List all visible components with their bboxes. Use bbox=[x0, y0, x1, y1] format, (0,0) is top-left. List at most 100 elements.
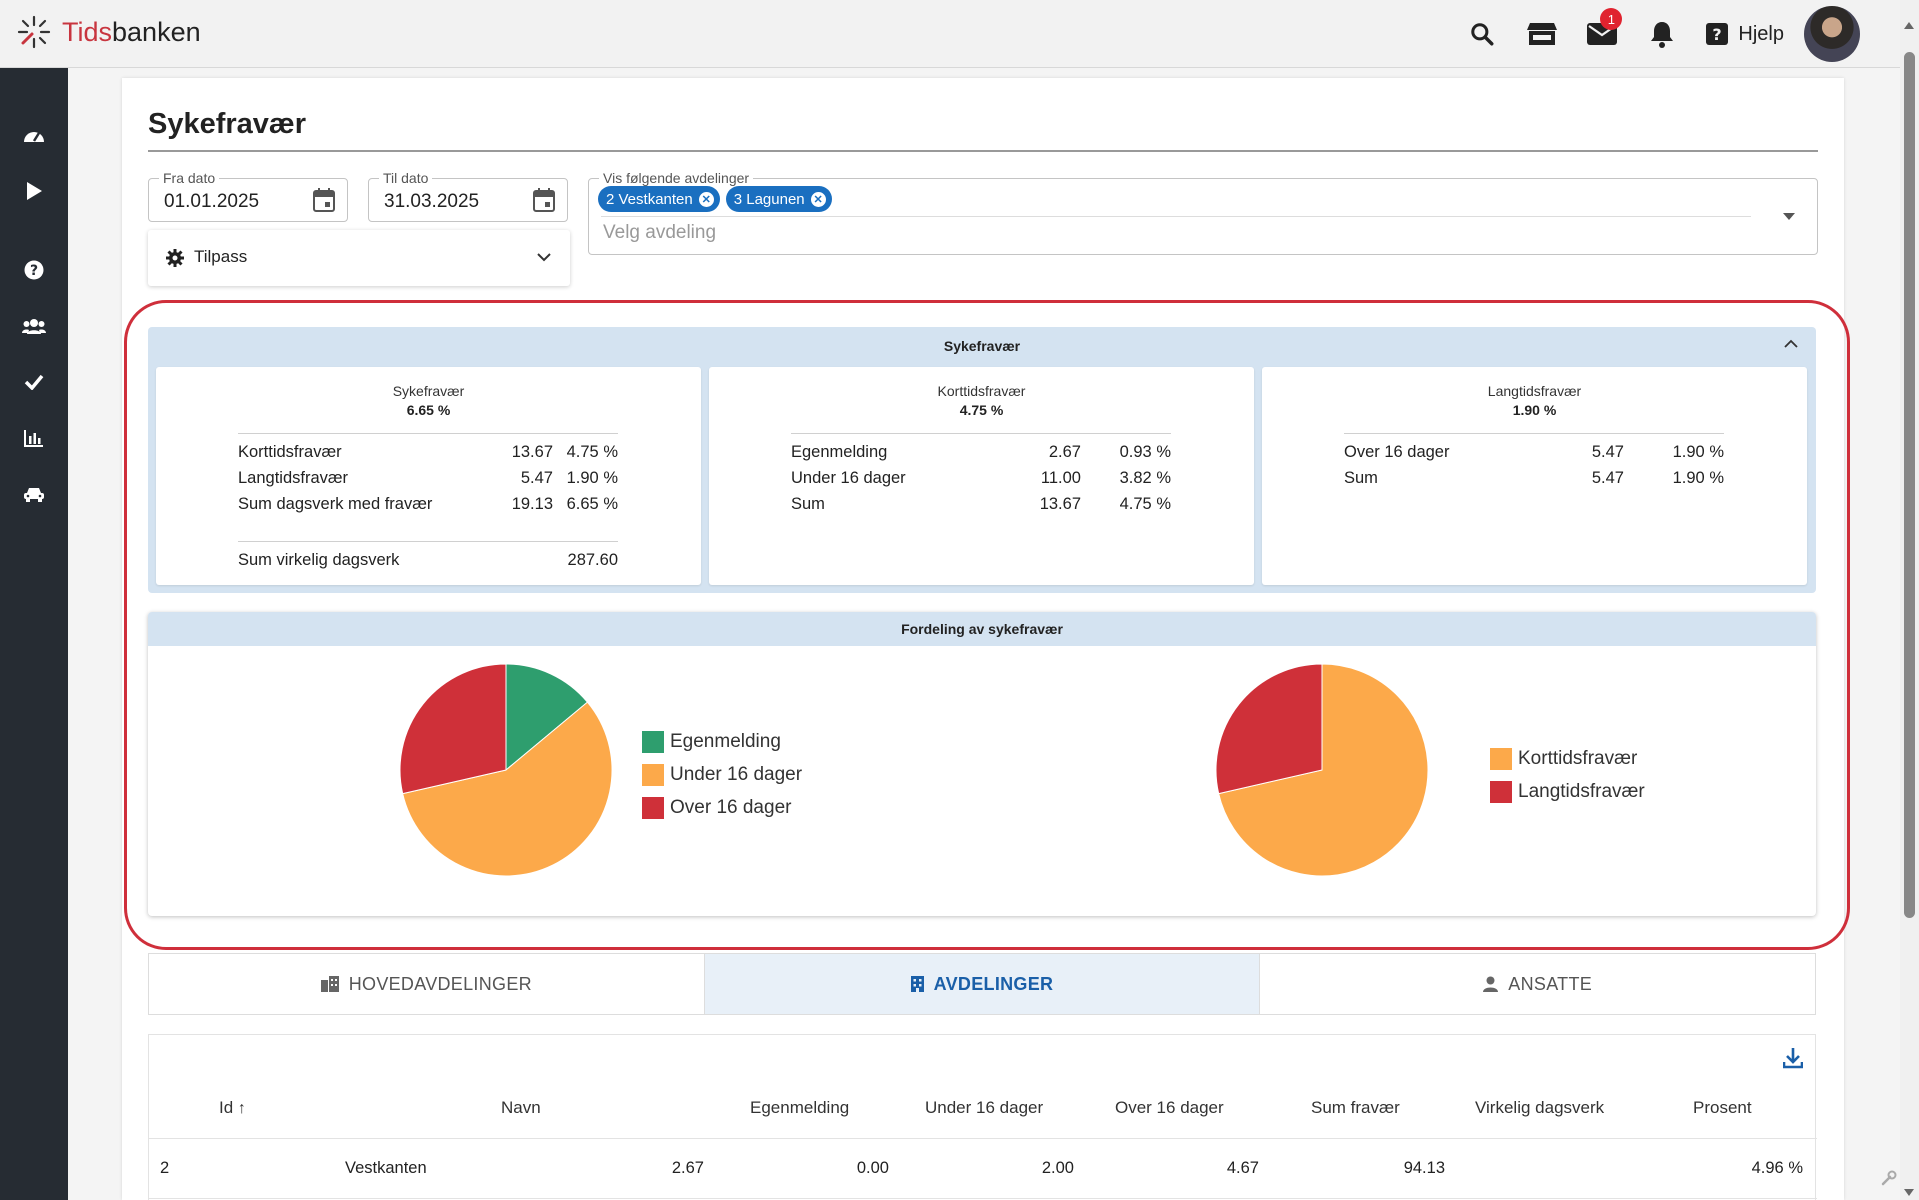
help-circle-icon[interactable]: ? bbox=[0, 245, 68, 295]
stat-row: Sum 13.67 4.75 % bbox=[791, 491, 1171, 517]
help-icon: ? bbox=[1706, 23, 1729, 45]
avatar[interactable] bbox=[1804, 6, 1860, 62]
avdeling-input[interactable]: Velg avdeling bbox=[603, 222, 717, 243]
calendar-icon[interactable] bbox=[313, 188, 335, 212]
stat-row: Over 16 dager 5.47 1.90 % bbox=[1344, 439, 1724, 465]
scroll-up-icon[interactable] bbox=[1904, 22, 1914, 29]
pie-chart-total bbox=[1215, 663, 1429, 877]
calendar-icon[interactable] bbox=[533, 188, 555, 212]
tab-hovedavdelinger[interactable]: HOVEDAVDELINGER bbox=[149, 954, 705, 1014]
stat-row: Langtidsfravær 5.47 1.90 % bbox=[238, 465, 618, 491]
row-value: 19.13 bbox=[511, 495, 553, 513]
tilpass-dropdown[interactable]: Tilpass bbox=[148, 230, 570, 286]
stat-card-sykefravaer: Sykefravær 6.65 % Korttidsfravær 13.67 4.7… bbox=[156, 367, 701, 585]
bell-icon[interactable] bbox=[1632, 8, 1692, 60]
page-title: Sykefravær bbox=[148, 108, 306, 140]
tilpass-label: Tilpass bbox=[194, 247, 248, 266]
row-value: 5.47 bbox=[1591, 469, 1624, 487]
avdeling-chip[interactable]: 3 Lagunen ✕ bbox=[725, 186, 832, 212]
legend-item[interactable]: Under 16 dager bbox=[642, 758, 802, 791]
dashboard-icon[interactable] bbox=[0, 110, 68, 160]
til-dato-field[interactable]: Til dato 31.03.2025 bbox=[368, 170, 568, 222]
avdeling-chip[interactable]: 2 Vestkanten ✕ bbox=[598, 186, 720, 212]
tab-avdelinger[interactable]: AVDELINGER bbox=[704, 954, 1261, 1014]
row-percent: 0.93 % bbox=[1119, 443, 1171, 461]
store-icon[interactable] bbox=[1512, 8, 1572, 60]
person-icon bbox=[1483, 976, 1499, 992]
car-icon[interactable] bbox=[0, 469, 68, 519]
column-header-egenmelding[interactable]: Egenmelding bbox=[750, 1098, 850, 1117]
legend-swatch bbox=[642, 763, 664, 786]
column-header-under-16[interactable]: Under 16 dager bbox=[925, 1098, 1044, 1117]
tab-ansatte[interactable]: ANSATTE bbox=[1260, 954, 1815, 1014]
users-icon[interactable] bbox=[0, 301, 68, 351]
column-header-sum-fravaer[interactable]: Sum fravær bbox=[1311, 1098, 1400, 1117]
pie-slice[interactable] bbox=[399, 663, 507, 795]
pie-legend: Egenmelding Under 16 dager Over 16 dager bbox=[642, 725, 802, 824]
row-value: 5.47 bbox=[520, 469, 553, 487]
scroll-down-icon[interactable] bbox=[1904, 1189, 1914, 1196]
row-percent: 3.82 % bbox=[1119, 469, 1171, 487]
pie-chart-korttid bbox=[399, 663, 613, 877]
search-icon[interactable] bbox=[1452, 8, 1512, 60]
stat-footer-row: Sum virkelig dagsverk 287.60 bbox=[238, 547, 618, 573]
fra-dato-value: 01.01.2025 bbox=[164, 191, 260, 212]
til-dato-value: 31.03.2025 bbox=[384, 191, 480, 212]
view-tabs: HOVEDAVDELINGER AVDELINGER ANSATTE bbox=[148, 953, 1816, 1015]
cell-id: 2 bbox=[160, 1159, 170, 1177]
pie-slice[interactable] bbox=[402, 701, 613, 877]
stat-card-langtidsfravaer: Langtidsfravær 1.90 % Over 16 dager 5.47 1… bbox=[1262, 367, 1807, 585]
chevron-up-icon[interactable] bbox=[1784, 339, 1798, 348]
caret-down-icon[interactable] bbox=[1783, 213, 1795, 220]
tab-label: HOVEDAVDELINGER bbox=[348, 973, 532, 994]
til-dato-label: Til dato bbox=[379, 170, 433, 186]
pie-slice[interactable] bbox=[505, 663, 589, 772]
row-label: Under 16 dager bbox=[791, 469, 906, 487]
avdeling-select[interactable]: Vis følgende avdelinger 2 Vestkanten ✕ 3 … bbox=[588, 170, 1818, 255]
mail-badge: 1 bbox=[1600, 8, 1623, 30]
column-header-id[interactable]: Id ↑ bbox=[219, 1098, 246, 1118]
fordeling-title: Fordeling av sykefravær bbox=[148, 612, 1816, 646]
stat-card-title: Korttidsfravær bbox=[937, 383, 1026, 399]
row-label: Langtidsfravær bbox=[238, 469, 349, 487]
row-value: 287.60 bbox=[567, 551, 618, 569]
svg-text:?: ? bbox=[30, 263, 38, 279]
help-label: Hjelp bbox=[1738, 22, 1784, 45]
legend-item[interactable]: Over 16 dager bbox=[642, 791, 802, 824]
stat-row: Sum 5.47 1.90 % bbox=[1344, 465, 1724, 491]
legend-item[interactable]: Langtidsfravær bbox=[1490, 775, 1645, 808]
logo[interactable]: Tidsbanken bbox=[16, 14, 201, 50]
legend-swatch bbox=[1490, 780, 1512, 803]
check-icon[interactable] bbox=[0, 357, 68, 407]
chip-remove-icon[interactable]: ✕ bbox=[810, 191, 826, 207]
pie-legend: Korttidsfravær Langtidsfravær bbox=[1490, 742, 1645, 808]
pie-slice[interactable] bbox=[1215, 663, 1323, 795]
row-label: Korttidsfravær bbox=[238, 443, 342, 461]
row-value: 11.00 bbox=[1040, 469, 1081, 487]
pie-slice[interactable] bbox=[1218, 663, 1429, 877]
panel-title: Sykefravær bbox=[943, 338, 1021, 354]
stat-row: Korttidsfravær 13.67 4.75 % bbox=[238, 439, 618, 465]
chip-remove-icon[interactable]: ✕ bbox=[698, 191, 714, 207]
help-link[interactable]: ? Hjelp bbox=[1706, 23, 1784, 46]
sort-ascending-icon: ↑ bbox=[237, 1100, 246, 1117]
column-header-prosent[interactable]: Prosent bbox=[1693, 1098, 1752, 1117]
cell-navn: Vestkanten bbox=[345, 1159, 427, 1177]
chip-label: 2 Vestkanten bbox=[606, 190, 693, 208]
logo-suffix: banken bbox=[112, 16, 201, 47]
column-header-navn[interactable]: Navn bbox=[501, 1098, 541, 1117]
cell-virkelig-dagsverk: 94.13 bbox=[1403, 1159, 1445, 1177]
chart-icon[interactable] bbox=[0, 413, 68, 463]
legend-label: Langtidsfravær bbox=[1518, 780, 1645, 802]
column-header-virkelig-dagsverk[interactable]: Virkelig dagsverk bbox=[1475, 1098, 1605, 1117]
legend-item[interactable]: Egenmelding bbox=[642, 725, 802, 758]
scroll-thumb[interactable] bbox=[1904, 52, 1915, 918]
scrollbar[interactable] bbox=[1900, 0, 1919, 1200]
wrench-icon[interactable] bbox=[1881, 1170, 1897, 1186]
legend-item[interactable]: Korttidsfravær bbox=[1490, 742, 1645, 775]
download-icon[interactable] bbox=[1783, 1047, 1803, 1069]
column-header-over-16[interactable]: Over 16 dager bbox=[1115, 1098, 1224, 1117]
mail-icon[interactable]: 1 bbox=[1572, 8, 1632, 60]
play-icon[interactable] bbox=[0, 166, 68, 216]
fra-dato-field[interactable]: Fra dato 01.01.2025 bbox=[148, 170, 348, 222]
